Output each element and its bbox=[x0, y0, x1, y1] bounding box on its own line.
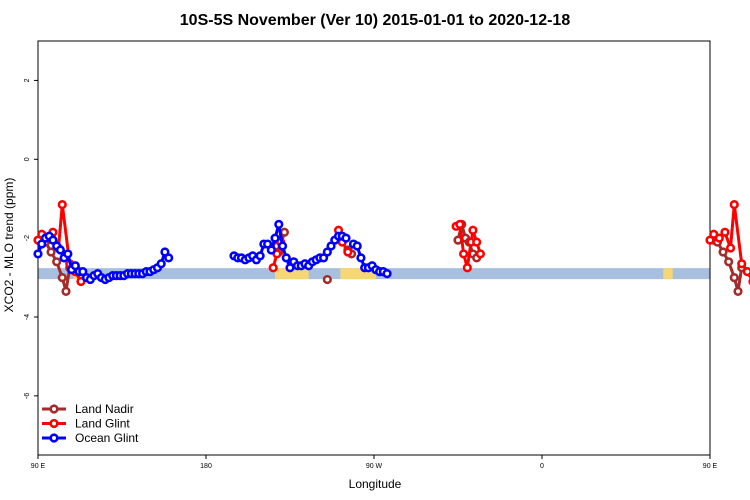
data-point bbox=[468, 225, 478, 235]
y-tick-label: 2 bbox=[24, 78, 31, 82]
y-axis-label: XCO2 - MLO trend (ppm) bbox=[2, 178, 16, 313]
data-point bbox=[455, 219, 465, 229]
legend-label: Land Glint bbox=[75, 417, 130, 431]
legend-swatch-marker bbox=[49, 404, 59, 414]
chart-title: 10S-5S November (Ver 10) 2015-01-01 to 2… bbox=[180, 12, 571, 29]
x-tick-label: 90 E bbox=[703, 463, 718, 470]
data-point bbox=[472, 237, 482, 247]
x-tick-label: 180 bbox=[200, 463, 212, 470]
y-tick-label: 0 bbox=[24, 157, 31, 161]
data-point bbox=[724, 257, 734, 267]
data-point bbox=[341, 233, 351, 243]
data-point bbox=[742, 267, 750, 277]
data-point bbox=[718, 247, 728, 257]
data-point bbox=[57, 272, 67, 283]
data-point bbox=[356, 253, 366, 263]
data-point bbox=[352, 241, 362, 251]
land-band-segment bbox=[275, 268, 309, 280]
data-point bbox=[343, 247, 353, 257]
plot-area: 90 E 180 90 W 0 90 E -6 -4 -2 0 2 bbox=[24, 40, 750, 470]
data-point bbox=[57, 200, 67, 210]
data-point bbox=[46, 247, 56, 257]
data-point bbox=[63, 249, 73, 259]
data-point bbox=[729, 200, 739, 210]
legend-swatch-marker bbox=[49, 418, 59, 429]
data-point bbox=[322, 274, 332, 285]
land-band-segment bbox=[663, 268, 673, 280]
data-point bbox=[733, 286, 743, 296]
data-point bbox=[255, 251, 265, 261]
data-point bbox=[52, 257, 62, 267]
data-point bbox=[277, 241, 288, 251]
data-point bbox=[33, 249, 43, 259]
data-point bbox=[55, 245, 66, 255]
series-ocean-glint bbox=[33, 219, 392, 285]
x-tick-label: 0 bbox=[540, 463, 544, 470]
y-tick-label: -2 bbox=[24, 235, 31, 241]
data-point bbox=[156, 259, 166, 269]
land-band-segment bbox=[340, 268, 376, 280]
legend-label: Land Nadir bbox=[75, 402, 134, 416]
data-point bbox=[279, 227, 290, 237]
data-point bbox=[274, 219, 284, 229]
data-point bbox=[268, 263, 278, 273]
y-tick-label: -4 bbox=[24, 314, 31, 320]
x-tick-label: 90 W bbox=[366, 463, 383, 470]
data-point bbox=[266, 245, 276, 255]
data-point bbox=[270, 233, 280, 243]
data-point bbox=[720, 227, 730, 237]
data-point bbox=[61, 286, 71, 296]
legend-swatch-marker bbox=[49, 433, 59, 443]
data-point bbox=[729, 272, 739, 283]
x-axis-label: Longitude bbox=[349, 477, 402, 491]
x-tick-label: 90 E bbox=[31, 463, 46, 470]
y-tick-label: -6 bbox=[24, 393, 31, 399]
data-point bbox=[382, 269, 392, 279]
data-point bbox=[725, 243, 736, 253]
data-point bbox=[281, 253, 291, 263]
data-point bbox=[462, 263, 472, 273]
data-point bbox=[714, 233, 724, 243]
legend-label: Ocean Glint bbox=[75, 431, 139, 445]
data-point bbox=[459, 249, 469, 259]
data-point bbox=[475, 249, 486, 259]
data-point bbox=[164, 253, 174, 263]
data-point bbox=[737, 259, 747, 269]
